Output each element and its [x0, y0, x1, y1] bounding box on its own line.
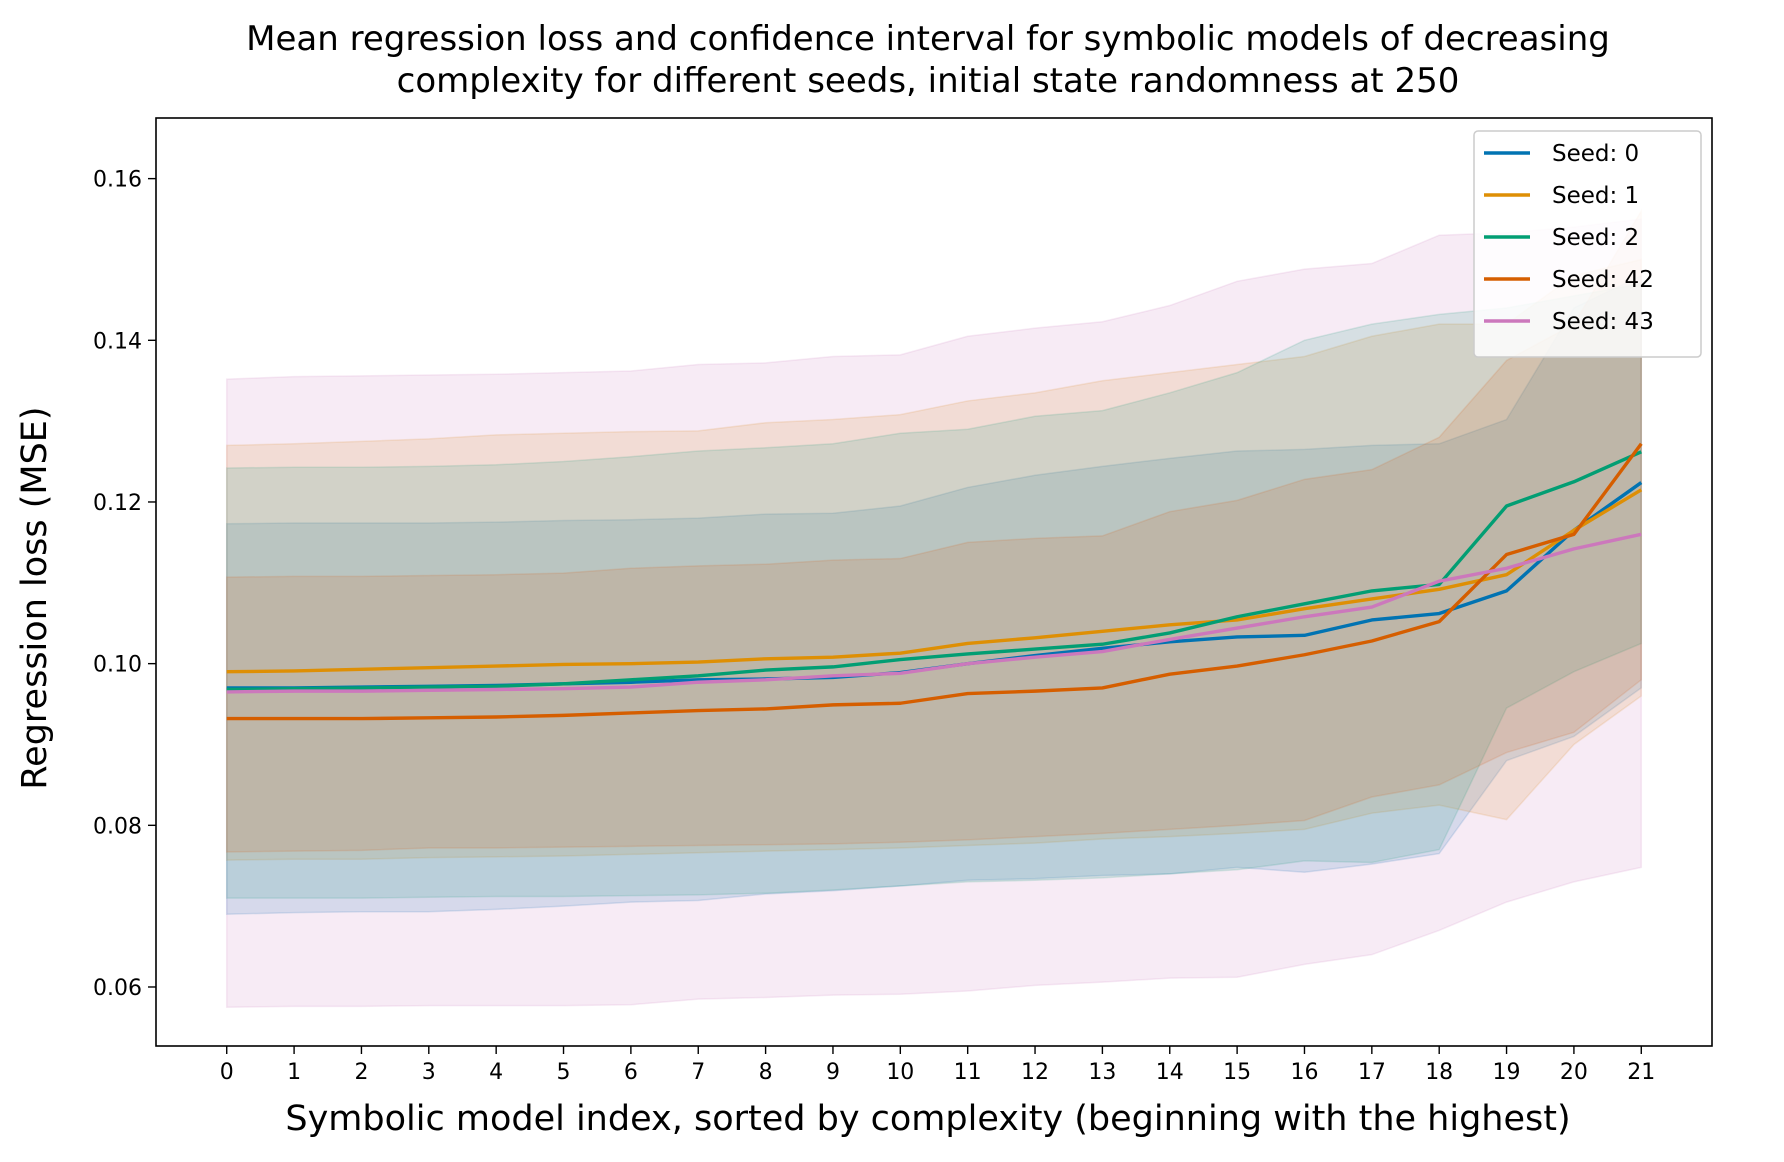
confidence-band-seed-0 — [225, 274, 1643, 916]
y-tick-label: 0.10 — [93, 653, 142, 678]
confidence-band-seed-1 — [225, 258, 1643, 861]
x-tick-label: 18 — [1425, 1060, 1453, 1085]
x-tick-label: 0 — [220, 1060, 234, 1085]
chart-title-line-2: complexity for different seeds, initial … — [397, 61, 1460, 101]
legend-label-seed-2: Seed: 2 — [1552, 225, 1639, 251]
x-tick-label: 1 — [287, 1060, 301, 1085]
x-tick-label: 15 — [1223, 1060, 1251, 1085]
legend-label-seed-0: Seed: 0 — [1552, 141, 1639, 167]
x-axis-label: Symbolic model index, sorted by complexi… — [285, 1099, 1570, 1139]
y-tick-label: 0.14 — [93, 329, 142, 354]
legend-label-seed-4: Seed: 43 — [1552, 309, 1654, 335]
x-tick-label: 5 — [557, 1060, 571, 1085]
confidence-band-seed-3 — [225, 208, 1643, 853]
x-tick-label: 8 — [759, 1060, 773, 1085]
mean-line-seed-4 — [226, 532, 1642, 694]
x-tick-label: 10 — [886, 1060, 914, 1085]
confidence-band-seed-4 — [225, 218, 1643, 1008]
x-tick-label: 20 — [1560, 1060, 1588, 1085]
x-tick-label: 7 — [691, 1060, 705, 1085]
x-tick-label: 14 — [1156, 1060, 1184, 1085]
x-tick-label: 16 — [1290, 1060, 1318, 1085]
legend-box — [1473, 130, 1702, 358]
legend: Seed: 0 Seed: 1 Seed: 2 Seed: 42 Seed: 43 — [1473, 130, 1702, 358]
x-tick-label: 12 — [1021, 1060, 1049, 1085]
y-tick-label: 0.12 — [93, 491, 142, 516]
y-tick-label: 0.06 — [93, 976, 142, 1001]
y-axis-label: Regression loss (MSE) — [15, 406, 55, 789]
y-axis-ticks: 0.06 0.08 0.10 0.12 0.14 0.16 — [93, 168, 156, 1001]
legend-label-seed-3: Seed: 42 — [1552, 267, 1654, 293]
x-tick-label: 3 — [422, 1060, 436, 1085]
confidence-bands — [225, 208, 1643, 1008]
x-tick-label: 19 — [1493, 1060, 1521, 1085]
x-tick-label: 21 — [1627, 1060, 1655, 1085]
x-tick-label: 13 — [1088, 1060, 1116, 1085]
mean-line-seed-3 — [226, 442, 1643, 721]
mean-lines — [226, 442, 1643, 721]
x-tick-label: 17 — [1358, 1060, 1386, 1085]
mean-line-seed-2 — [226, 450, 1642, 692]
y-tick-label: 0.16 — [93, 168, 142, 193]
x-tick-label: 9 — [826, 1060, 840, 1085]
confidence-band-seed-2 — [225, 282, 1643, 899]
y-tick-label: 0.08 — [93, 814, 142, 839]
plot-area-frame — [155, 117, 1713, 1047]
x-tick-label: 2 — [354, 1060, 368, 1085]
legend-label-seed-1: Seed: 1 — [1552, 183, 1639, 209]
x-tick-label: 6 — [624, 1060, 638, 1085]
x-tick-label: 4 — [489, 1060, 503, 1085]
chart-title: Mean regression loss and confidence inte… — [246, 19, 1610, 101]
chart-title-line-1: Mean regression loss and confidence inte… — [246, 19, 1610, 59]
x-tick-label: 11 — [954, 1060, 982, 1085]
x-axis-ticks: 0 1 2 3 4 5 6 7 8 9 10 11 12 13 14 15 16 17 18 19 20 21 — [220, 1046, 1655, 1085]
